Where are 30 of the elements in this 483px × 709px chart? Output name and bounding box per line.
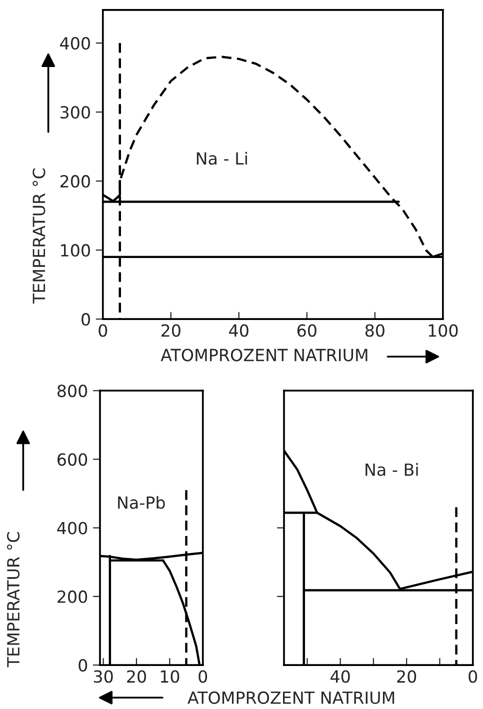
x-tick-label: 0 xyxy=(468,670,478,683)
y-tick-label: 600 xyxy=(58,453,88,466)
x-tick-label: 40 xyxy=(229,324,248,337)
x-tick-label: 20 xyxy=(127,670,146,683)
y-tick-label: 800 xyxy=(57,384,88,398)
x-tick-label: 20 xyxy=(397,670,416,683)
y-axis-title: TEMPERATUR °C xyxy=(6,532,20,668)
x-axis-title: ATOMPROZENT NATRIUM xyxy=(160,348,368,362)
y-tick-label: 400 xyxy=(57,522,88,534)
y-tick-label: 0 xyxy=(82,313,90,326)
x-axis-title: ATOMPROZENT NATRIUM xyxy=(188,691,394,704)
x-tick-label: 100 xyxy=(428,324,458,337)
x-tick-label: 10 xyxy=(160,670,180,683)
y-axis-title: TEMPERATUR °C xyxy=(32,168,46,304)
y-tick-label: 100 xyxy=(61,244,90,257)
y-tick-label: 200 xyxy=(60,175,90,188)
y-tick-label: 300 xyxy=(60,106,90,119)
y-tick-label: 200 xyxy=(58,590,88,604)
x-tick-label: 30 xyxy=(94,670,113,683)
x-tick-label: 40 xyxy=(330,670,350,683)
annotation: Na - Bi xyxy=(366,463,418,476)
x-tick-label: 0 xyxy=(198,670,208,683)
y-tick-label: 0 xyxy=(78,659,88,672)
x-tick-label: 20 xyxy=(162,324,180,337)
y-tick-label: 400 xyxy=(60,37,90,50)
x-tick-label: 80 xyxy=(365,324,384,337)
x-tick-label: 60 xyxy=(297,324,316,337)
annotation: Na - Li xyxy=(196,152,247,165)
x-tick-label: 0 xyxy=(98,324,108,337)
annotation: Na-Pb xyxy=(118,496,165,509)
